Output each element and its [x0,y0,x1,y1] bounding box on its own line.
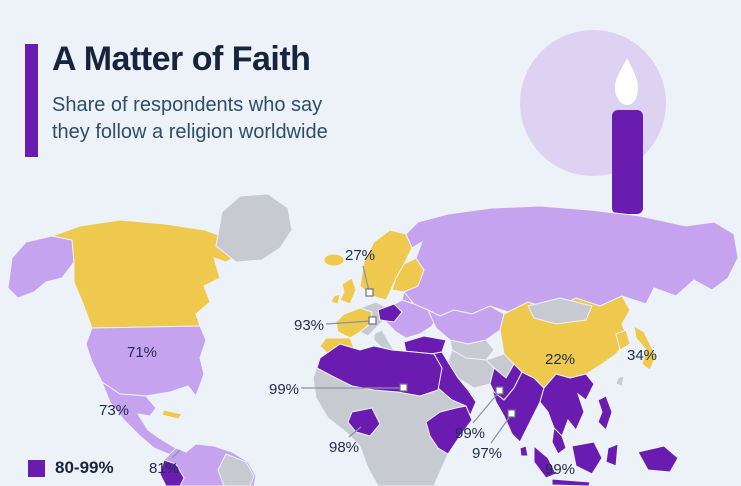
marker-india [507,409,516,418]
cuba-shape [161,409,183,420]
map-region-north-america [7,193,293,459]
value-label-india: 97% [472,445,503,462]
map-region-south-america [159,443,257,486]
leader-line-nigeria [348,426,362,438]
marker-egypt [399,383,408,392]
mongolia-shape [527,297,593,325]
world-map [7,193,739,486]
point-markers [365,288,516,418]
russia-shape [403,205,739,317]
legend-label: 80-99% [55,458,114,477]
leader-line-pakistan [472,391,500,424]
value-label-japan: 34% [627,347,658,364]
leader-line-sweden [362,265,370,292]
korea-shape [615,329,631,351]
southeast-asia-shape [539,373,595,437]
value-label-indonesia: 99% [545,461,576,478]
sri-lanka-shape [519,445,529,457]
flame-icon [614,58,639,105]
subtitle-line-1: Share of respondents who say [52,94,323,116]
philippines-shape [597,395,613,431]
borneo-shape [571,441,603,475]
north-africa-shape [316,343,443,397]
iceland-shape [323,253,345,267]
brazil-east-shape [217,453,255,486]
sumatra-shape [533,444,557,479]
legend: 80-99% [28,458,114,478]
value-label-nigeria: 98% [329,439,360,456]
value-label-china: 22% [545,351,576,368]
candle-circle-background [520,30,666,176]
legend-swatch-dark-purple [28,459,45,477]
usa-shape [85,325,207,398]
horn-of-africa-shape [425,405,473,455]
value-label-peru: 81% [149,460,180,477]
alaska-shape [7,235,75,299]
accent-bar [25,44,38,157]
sulawesi-shape [605,443,619,467]
subtitle-line-2: they follow a religion worldwide [52,121,328,143]
china-shape [499,295,631,389]
poland-shape [377,303,403,323]
candle-body [612,110,643,214]
value-label-poland: 93% [294,317,325,334]
java-shape [551,478,591,486]
nigeria-shape [347,407,381,437]
page-title: A Matter of Faith [52,40,311,78]
ireland-shape [330,293,341,305]
leader-line-poland [325,320,372,325]
taiwan-shape [615,375,625,387]
value-label-usa: 71% [127,344,158,361]
malaysia-shape [551,426,567,455]
marker-pakistan [495,386,504,395]
marker-poland [368,316,377,325]
new-guinea-shape [637,445,679,473]
value-label-mexico: 73% [99,402,130,419]
value-label-egypt: 99% [269,381,300,398]
value-label-pakistan: 99% [455,425,486,442]
leader-lines [171,265,512,459]
map-region-africa [312,343,473,486]
greenland-shape [215,193,293,263]
candle-icon [518,28,668,220]
canada-shape [50,219,241,329]
leader-line-peru [171,449,181,459]
page-subtitle: Share of respondents who say they follow… [52,92,328,146]
leader-line-india [490,414,512,444]
marker-sweden [365,288,374,297]
japan-shape [633,325,657,371]
peru-shape [159,459,185,486]
scandinavia-shape [359,229,413,301]
uk-shape [339,277,357,305]
value-label-sweden: 27% [345,247,376,264]
